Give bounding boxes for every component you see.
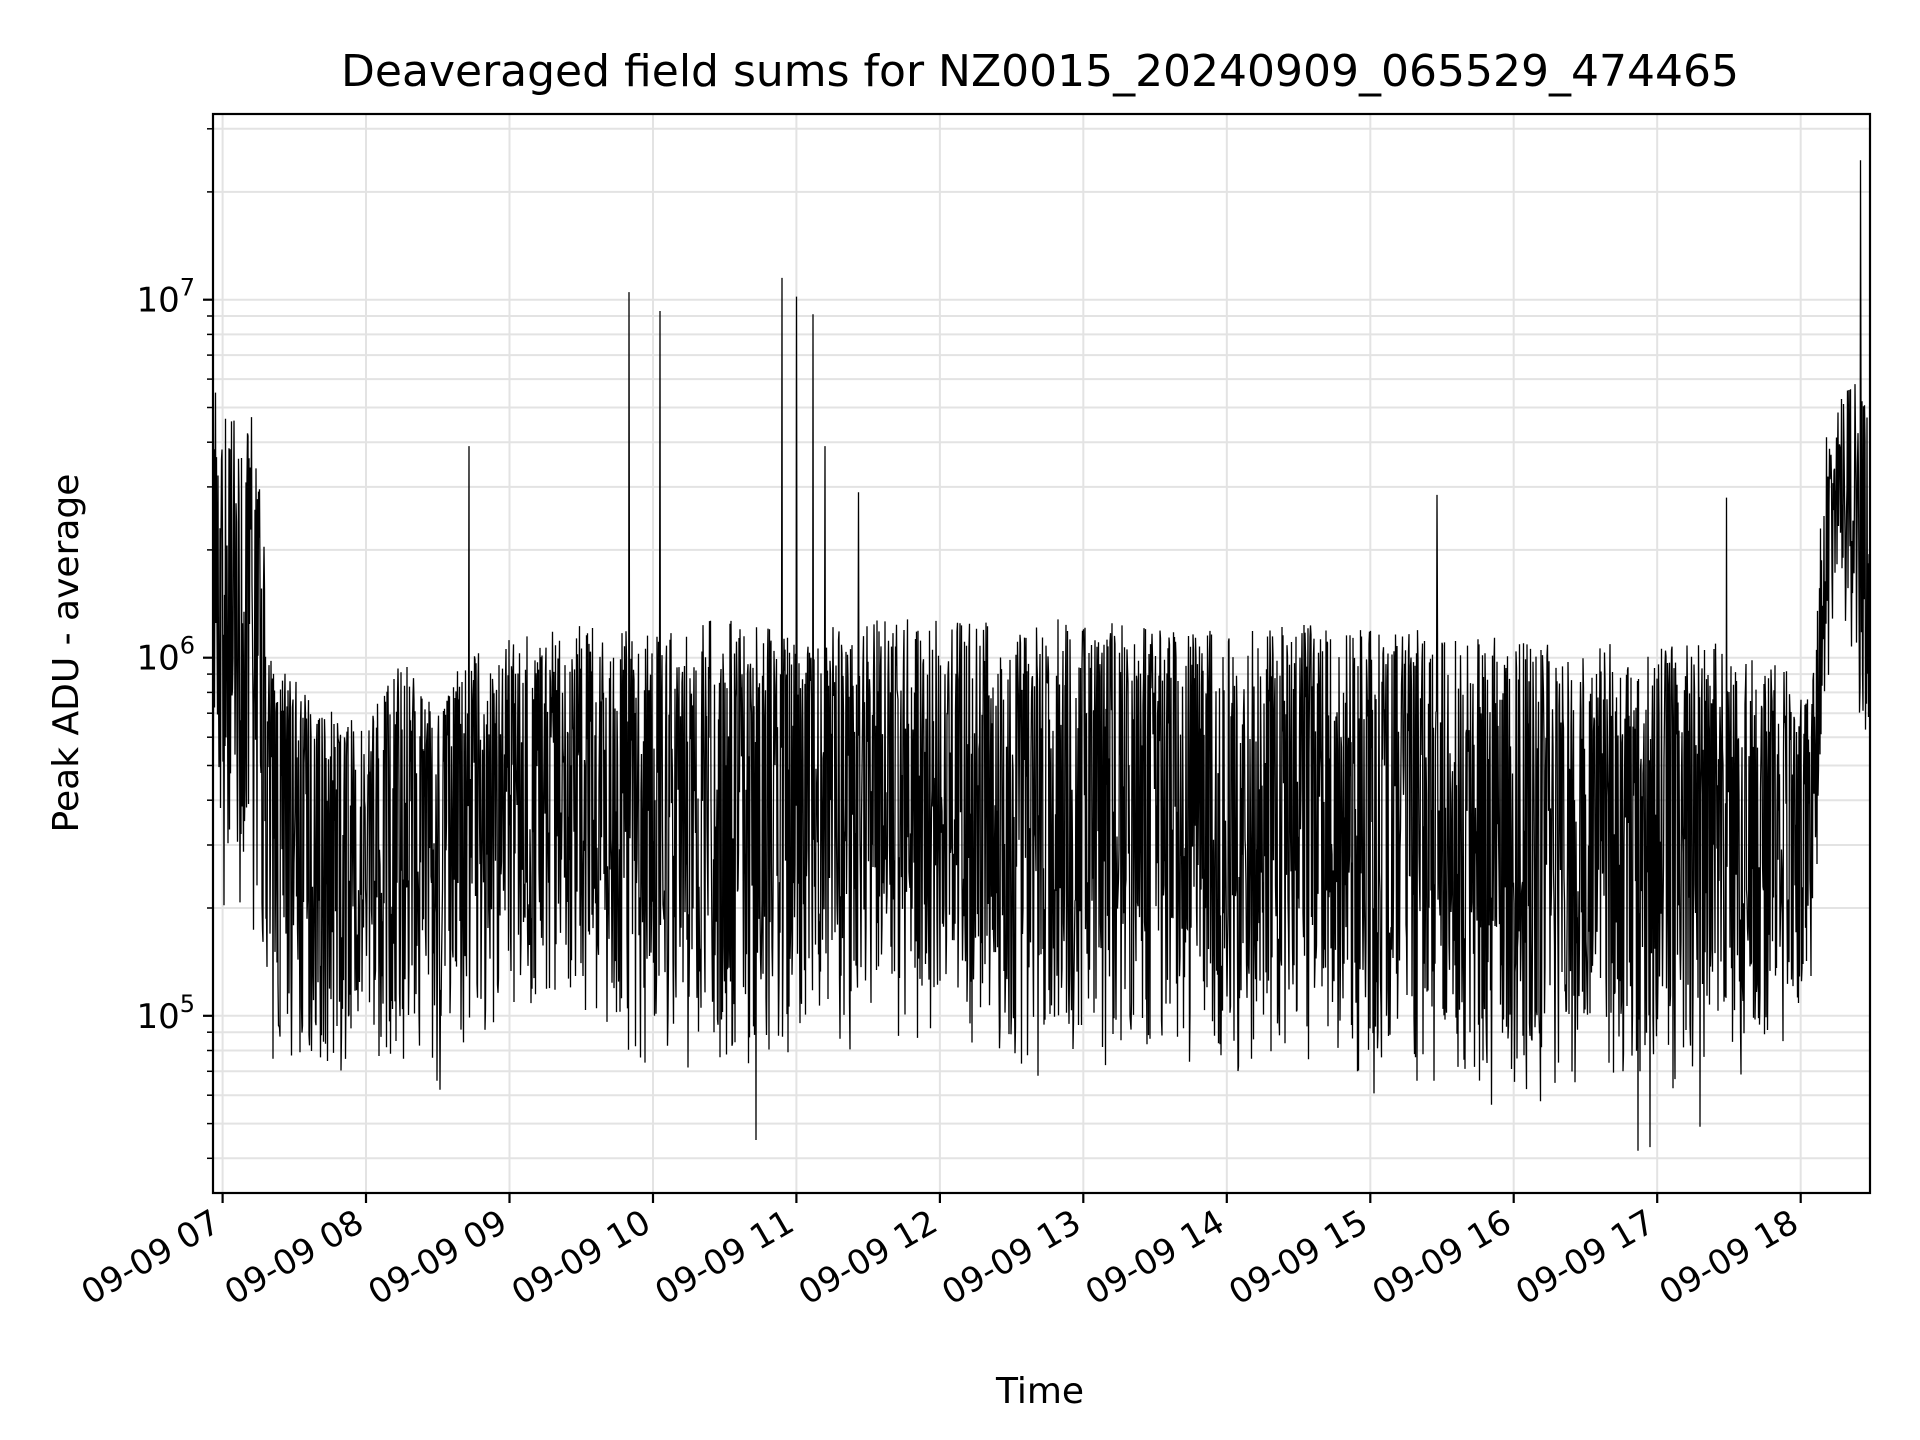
x-axis-label: Time xyxy=(995,1371,1084,1412)
y-tick-label: 107 xyxy=(136,274,195,321)
y-axis: 105 106 107 xyxy=(136,128,213,1160)
chart-title: Deaveraged field sums for NZ0015_2024090… xyxy=(341,46,1739,97)
y-tick-label: 106 xyxy=(136,632,195,679)
plot-frame xyxy=(211,112,1872,1195)
y-tick-label: 105 xyxy=(136,990,195,1037)
series-group xyxy=(212,160,1871,1151)
series-line xyxy=(212,160,1871,1151)
y-axis-label: Peak ADU - average xyxy=(46,474,87,833)
